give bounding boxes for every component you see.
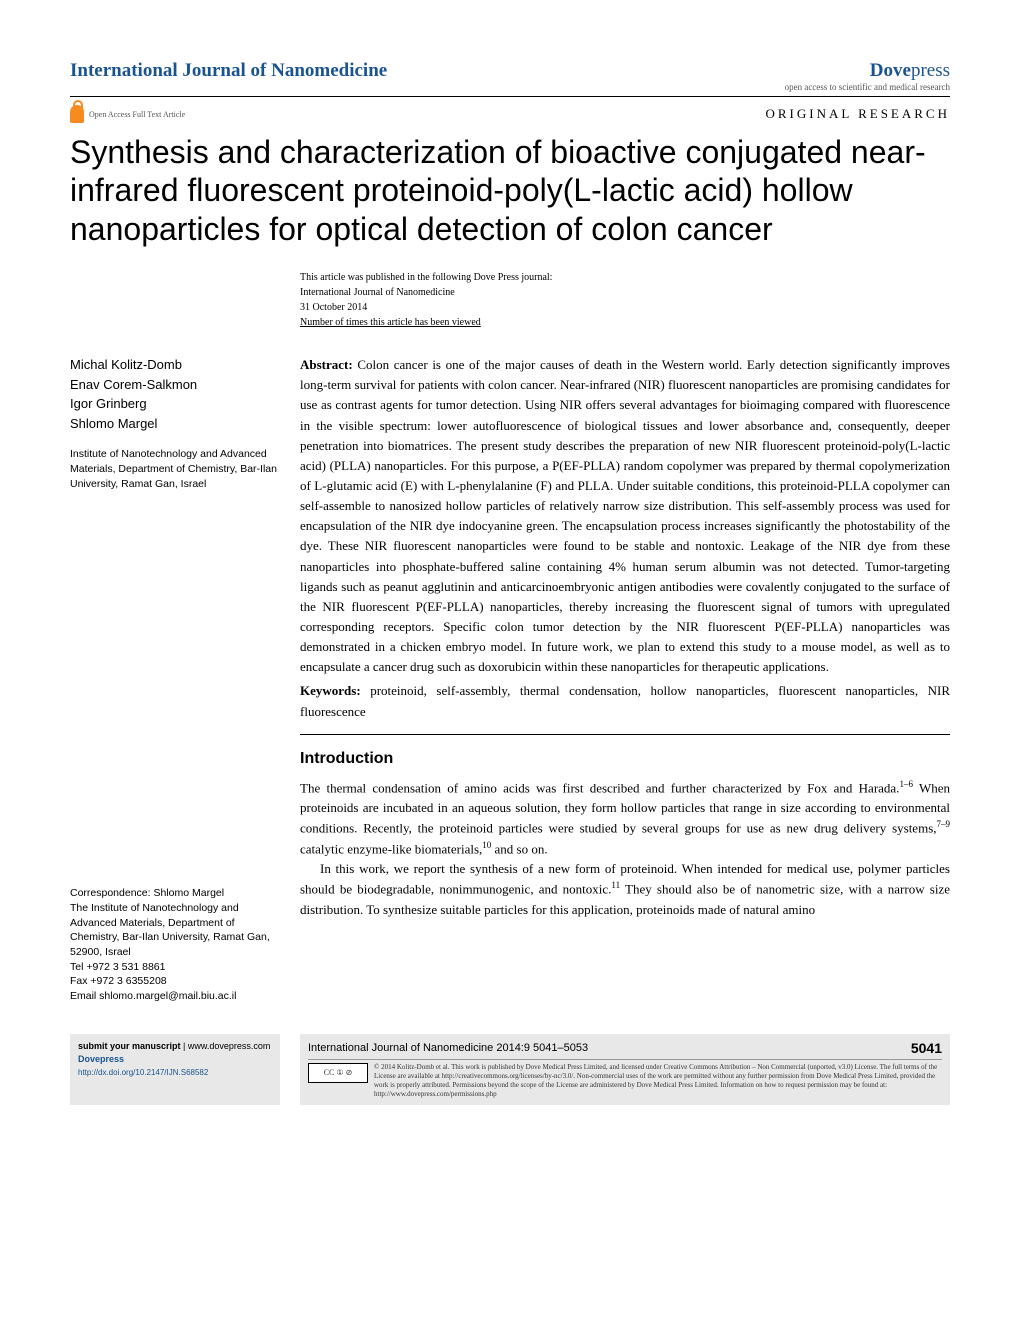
- abstract: Abstract: Colon cancer is one of the maj…: [300, 355, 950, 677]
- introduction-section: Introduction The thermal condensation of…: [300, 747, 950, 920]
- footer: submit your manuscript | www.dovepress.c…: [70, 1034, 950, 1105]
- journal-name: International Journal of Nanomedicine: [70, 60, 387, 82]
- citation[interactable]: 10: [482, 840, 491, 850]
- author-list: Michal Kolitz-Domb Enav Corem-Salkmon Ig…: [70, 355, 280, 433]
- publisher-tagline: open access to scientific and medical re…: [785, 82, 950, 92]
- meta-row: Open Access Full Text Article ORIGINAL R…: [70, 105, 950, 123]
- publisher-logo[interactable]: Dovepress: [785, 60, 950, 82]
- open-access-badge[interactable]: Open Access Full Text Article: [70, 105, 185, 123]
- keywords: Keywords: proteinoid, self-assembly, the…: [300, 681, 950, 721]
- author: Igor Grinberg: [70, 394, 280, 414]
- footer-left: submit your manuscript | www.dovepress.c…: [70, 1034, 280, 1105]
- keywords-text: proteinoid, self-assembly, thermal conde…: [300, 683, 950, 718]
- author: Enav Corem-Salkmon: [70, 375, 280, 395]
- correspondence: Correspondence: Shlomo Margel The Instit…: [70, 886, 280, 1004]
- open-access-icon: [70, 105, 84, 123]
- keywords-label: Keywords:: [300, 683, 361, 698]
- doi-link[interactable]: http://dx.doi.org/10.2147/IJN.S68582: [78, 1067, 272, 1079]
- view-count-link[interactable]: Number of times this article has been vi…: [300, 315, 950, 330]
- footer-right: International Journal of Nanomedicine 20…: [300, 1034, 950, 1105]
- submit-url: | www.dovepress.com: [183, 1041, 270, 1051]
- sidebar: Michal Kolitz-Domb Enav Corem-Salkmon Ig…: [70, 355, 280, 1004]
- open-access-label: Open Access Full Text Article: [89, 110, 185, 119]
- dovepress-link[interactable]: Dovepress: [78, 1053, 272, 1067]
- cc-badge-icon: CC ① ⊘: [308, 1063, 368, 1083]
- citation[interactable]: 11: [611, 880, 620, 890]
- article-type: ORIGINAL RESEARCH: [766, 106, 951, 122]
- affiliation: Institute of Nanotechnology and Advanced…: [70, 447, 280, 491]
- license-block: CC ① ⊘ © 2014 Kolitz-Domb et al. This wo…: [308, 1063, 942, 1099]
- intro-paragraph: In this work, we report the synthesis of…: [300, 859, 950, 920]
- section-heading: Introduction: [300, 747, 950, 772]
- pub-note-line: This article was published in the follow…: [300, 270, 950, 285]
- publisher-block: Dovepress open access to scientific and …: [785, 60, 950, 92]
- abstract-label: Abstract:: [300, 357, 353, 372]
- pub-note-line: 31 October 2014: [300, 300, 950, 315]
- corr-tel: Tel +972 3 531 8861: [70, 960, 280, 975]
- corr-email: Email shlomo.margel@mail.biu.ac.il: [70, 989, 280, 1004]
- citation[interactable]: 1–6: [899, 779, 913, 789]
- author: Shlomo Margel: [70, 414, 280, 434]
- intro-paragraph: The thermal condensation of amino acids …: [300, 778, 950, 860]
- header: International Journal of Nanomedicine Do…: [70, 60, 950, 97]
- footer-title-row: International Journal of Nanomedicine 20…: [308, 1040, 942, 1060]
- corr-fax: Fax +972 3 6355208: [70, 974, 280, 989]
- footer-journal-info: International Journal of Nanomedicine 20…: [308, 1042, 588, 1054]
- license-text: © 2014 Kolitz-Domb et al. This work is p…: [374, 1063, 942, 1099]
- content-columns: Michal Kolitz-Domb Enav Corem-Salkmon Ig…: [70, 355, 950, 1004]
- submit-link[interactable]: submit your manuscript: [78, 1041, 181, 1051]
- corr-address: The Institute of Nanotechnology and Adva…: [70, 901, 280, 960]
- publication-note: This article was published in the follow…: [300, 270, 950, 330]
- pub-note-line: International Journal of Nanomedicine: [300, 285, 950, 300]
- corr-label: Correspondence: Shlomo Margel: [70, 886, 280, 901]
- divider: [300, 734, 950, 735]
- article-title: Synthesis and characterization of bioact…: [70, 133, 950, 248]
- abstract-text: Colon cancer is one of the major causes …: [300, 357, 950, 674]
- citation[interactable]: 7–9: [937, 819, 951, 829]
- main-column: Abstract: Colon cancer is one of the maj…: [300, 355, 950, 1004]
- page-number: 5041: [911, 1040, 942, 1056]
- author: Michal Kolitz-Domb: [70, 355, 280, 375]
